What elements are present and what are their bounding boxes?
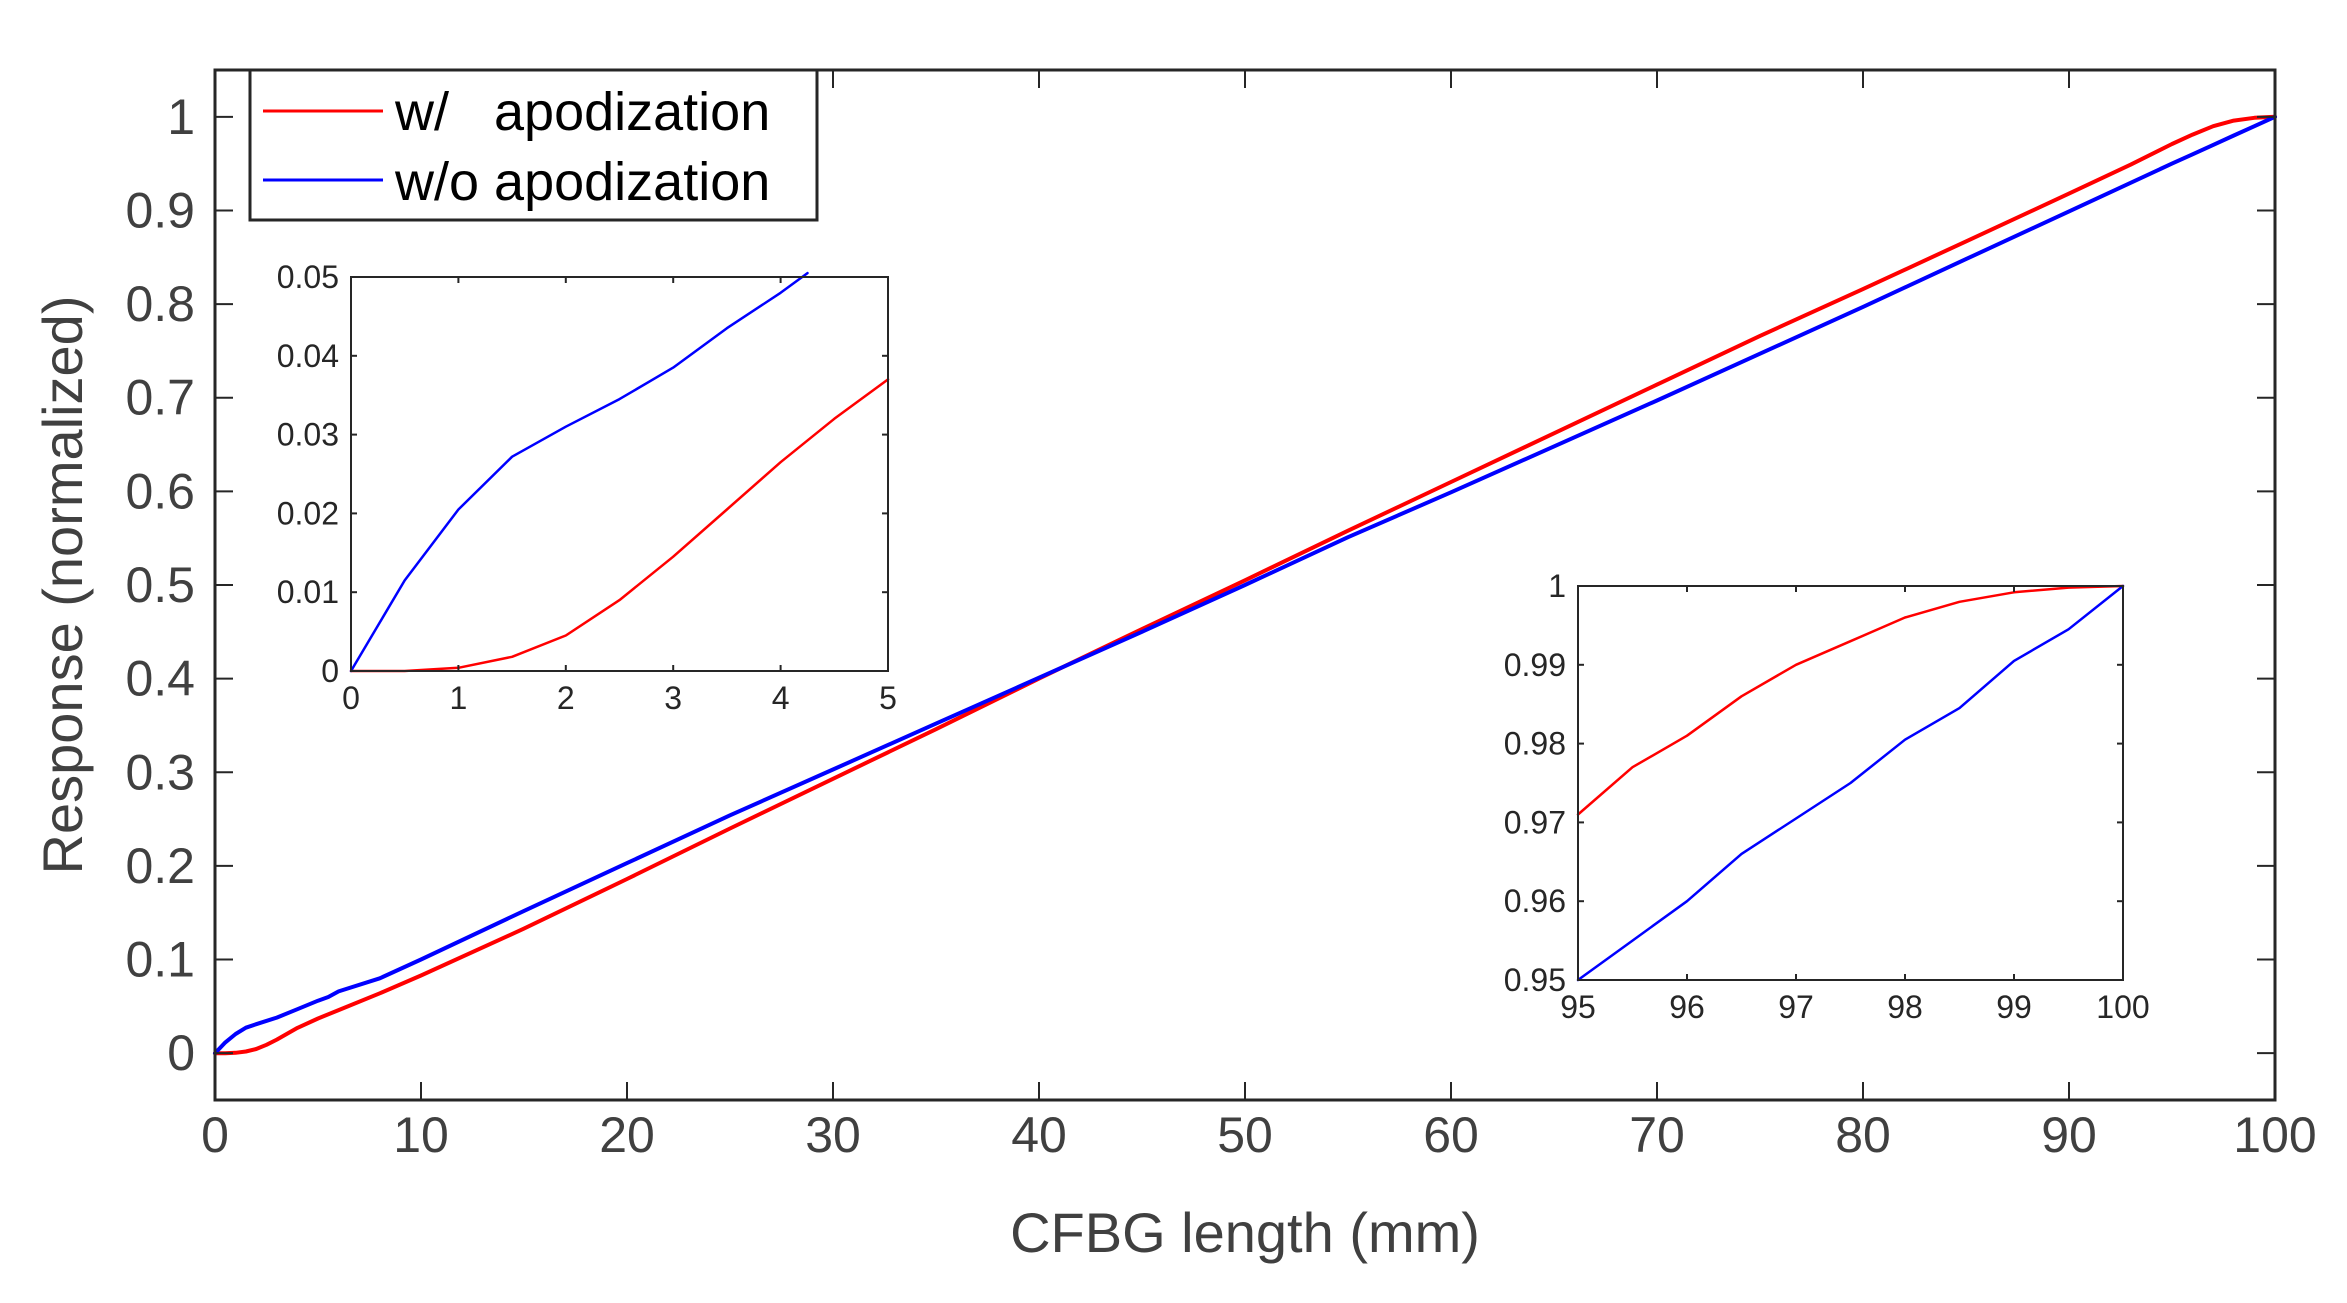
inset-right-series-line-w-apodization (1576, 584, 2125, 816)
main-xtick-label: 30 (805, 1107, 861, 1163)
main-series-line-w-o-apodization (213, 114, 2277, 1056)
inset-right-ytick-label: 0.99 (1504, 647, 1566, 683)
main-plot-frame (213, 68, 2277, 1102)
legend-label-wo-apodization: w/o apodization (394, 152, 770, 212)
inset-left-ytick-label: 0.05 (277, 259, 339, 295)
main-ytick-label: 0.6 (125, 463, 195, 519)
inset-left-ytick-label: 0.03 (277, 417, 339, 453)
inset-left-ytick-label: 0.04 (277, 338, 339, 374)
main-series-group (213, 114, 2277, 1056)
inset-left-series-group (349, 271, 890, 673)
inset-right-series-line-w-o-apodization (1576, 584, 2125, 982)
y-axis-label: Response (normalized) (31, 296, 94, 875)
inset-right-xtick-label: 100 (2096, 989, 2149, 1025)
legend: w/ apodization w/o apodization (248, 68, 819, 222)
main-xtick-label: 0 (201, 1107, 229, 1163)
inset-left-plot: 0 1 2 3 4 5 0 0.01 0.02 0.03 0.04 0.05 (277, 259, 897, 716)
inset-right-plot: 95 96 97 98 99 100 0.95 0.96 0.97 0.98 0.99 1 (1504, 568, 2150, 1025)
main-ytick-label: 0.2 (125, 838, 195, 894)
main-ytick-label: 1 (167, 89, 195, 145)
inset-left-ytick-label: 0.02 (277, 495, 339, 531)
main-xtick-label: 80 (1835, 1107, 1891, 1163)
main-ytick-label: 0.9 (125, 182, 195, 238)
main-ticks-group: 0 10 20 30 40 50 60 70 80 90 10000.10.20.30.40.50.… (125, 70, 2317, 1163)
inset-right-ytick-label: 0.98 (1504, 726, 1566, 762)
inset-left-series-line-w-apodization (349, 378, 890, 673)
legend-box (248, 68, 819, 222)
inset-left-frame (350, 276, 889, 672)
main-xtick-label: 50 (1217, 1107, 1273, 1163)
x-axis-label: CFBG length (mm) (1010, 1201, 1480, 1264)
main-ytick-label: 0.4 (125, 651, 195, 707)
inset-left-xtick-label: 1 (450, 680, 468, 716)
inset-right-frame (1577, 585, 2124, 981)
inset-right-ytick-label: 0.95 (1504, 962, 1566, 998)
inset-right-xtick-label: 96 (1669, 989, 1705, 1025)
inset-left-ytick-label: 0 (321, 653, 339, 689)
inset-right-xtick-label: 98 (1887, 989, 1923, 1025)
main-ytick-label: 0.1 (125, 932, 195, 988)
inset-right-ticks-group: 95 96 97 98 99 100 0.95 0.96 0.97 0.98 0.99 1 (1504, 568, 2150, 1025)
inset-left-xtick-label: 3 (664, 680, 682, 716)
main-ytick-label: 0.8 (125, 276, 195, 332)
main-xtick-label: 10 (393, 1107, 449, 1163)
legend-label-w-apodization: w/ apodization (394, 82, 770, 142)
main-xtick-label: 70 (1629, 1107, 1685, 1163)
inset-left-xtick-label: 4 (772, 680, 790, 716)
main-ytick-label: 0.3 (125, 744, 195, 800)
main-ytick-label: 0 (167, 1025, 195, 1081)
main-ytick-label: 0.5 (125, 557, 195, 613)
inset-left-series-line-w-o-apodization (349, 271, 809, 673)
inset-right-ytick-label: 0.97 (1504, 804, 1566, 840)
main-xtick-label: 100 (2233, 1107, 2316, 1163)
inset-right-xtick-label: 95 (1560, 989, 1596, 1025)
main-xtick-label: 60 (1423, 1107, 1479, 1163)
inset-left-xtick-label: 2 (557, 680, 575, 716)
inset-right-xtick-label: 99 (1996, 989, 2032, 1025)
inset-right-ytick-label: 1 (1548, 568, 1566, 604)
inset-left-xtick-label: 0 (342, 680, 360, 716)
inset-right-series-group (1576, 584, 2125, 982)
main-xtick-label: 20 (599, 1107, 655, 1163)
main-ytick-label: 0.7 (125, 370, 195, 426)
inset-left-ytick-label: 0.01 (277, 574, 339, 610)
main-plot: 0 10 20 30 40 50 60 70 80 90 10000.10.20.30.40.50.… (31, 68, 2317, 1264)
main-xtick-label: 90 (2041, 1107, 2097, 1163)
inset-right-xtick-label: 97 (1778, 989, 1814, 1025)
inset-left-xtick-label: 5 (879, 680, 897, 716)
main-xtick-label: 40 (1011, 1107, 1067, 1163)
inset-left-background (351, 277, 888, 671)
inset-right-ytick-label: 0.96 (1504, 883, 1566, 919)
